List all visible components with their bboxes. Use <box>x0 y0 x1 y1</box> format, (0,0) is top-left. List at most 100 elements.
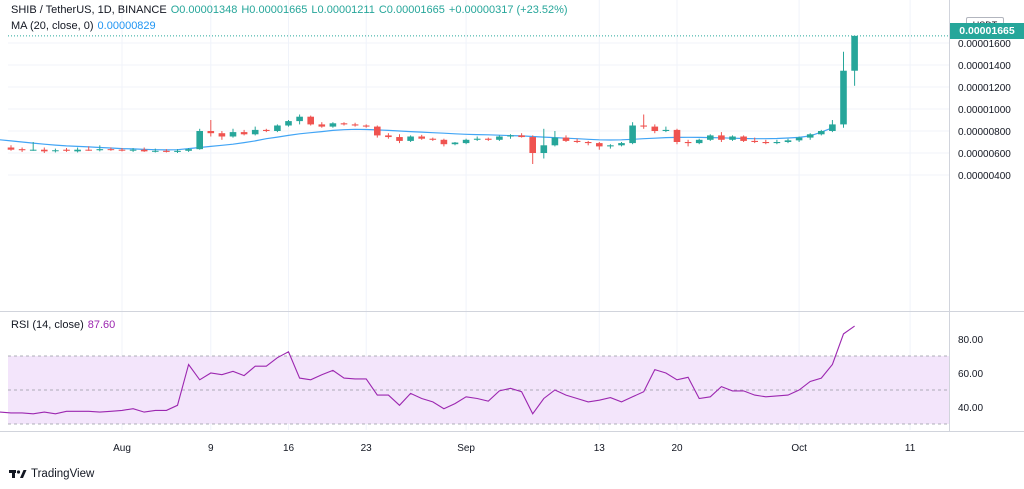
candle[interactable] <box>340 122 348 126</box>
candle[interactable] <box>718 132 725 142</box>
candle[interactable] <box>507 134 514 139</box>
candle[interactable] <box>85 146 92 151</box>
candle[interactable] <box>96 145 104 152</box>
candle-body <box>318 124 326 127</box>
candle[interactable] <box>629 122 636 145</box>
candle[interactable] <box>751 137 758 144</box>
candle[interactable] <box>429 137 437 141</box>
candle[interactable] <box>285 120 292 127</box>
candle[interactable] <box>218 131 226 140</box>
candle-body <box>662 129 670 131</box>
candle[interactable] <box>351 122 359 127</box>
candle[interactable] <box>163 149 170 153</box>
candle[interactable] <box>274 124 281 133</box>
candle[interactable] <box>451 142 459 146</box>
candle[interactable] <box>684 139 692 147</box>
candle[interactable] <box>362 124 370 128</box>
candle[interactable] <box>584 140 592 146</box>
candle[interactable] <box>607 144 614 149</box>
candle[interactable] <box>229 128 237 138</box>
candle-body <box>41 149 48 152</box>
candle[interactable] <box>129 148 137 152</box>
candle[interactable] <box>29 142 37 151</box>
candle[interactable] <box>140 147 148 152</box>
candle[interactable] <box>440 138 448 147</box>
candle[interactable] <box>740 135 747 142</box>
candle[interactable] <box>496 135 503 141</box>
candle[interactable] <box>74 147 81 153</box>
candle[interactable] <box>473 136 481 141</box>
candle[interactable] <box>573 138 581 144</box>
candle[interactable] <box>63 148 70 152</box>
candle[interactable] <box>795 136 803 143</box>
candle[interactable] <box>18 147 26 152</box>
candle[interactable] <box>762 139 770 145</box>
candle[interactable] <box>662 126 670 133</box>
rsi-legend[interactable]: RSI (14, close) 87.60 <box>11 319 115 331</box>
candle[interactable] <box>640 114 647 129</box>
candle-body <box>551 137 559 146</box>
candle-body <box>695 139 703 144</box>
candle[interactable] <box>840 51 847 128</box>
symbol-legend[interactable]: SHIB / TetherUS, 1D, BINANCE O0.00001348… <box>11 4 568 16</box>
candle[interactable] <box>651 124 659 134</box>
candle[interactable] <box>729 135 736 141</box>
candle[interactable] <box>618 142 625 147</box>
candle[interactable] <box>118 148 126 152</box>
candle-body <box>596 143 603 147</box>
rsi-path <box>0 325 855 415</box>
candlestick-series <box>7 35 858 164</box>
candle[interactable] <box>829 120 836 133</box>
candle[interactable] <box>263 128 270 133</box>
candle-body <box>562 137 570 141</box>
candle[interactable] <box>207 120 215 137</box>
ma-legend[interactable]: MA (20, close, 0) 0.00000829 <box>11 20 156 32</box>
candle[interactable] <box>240 129 248 136</box>
candle-body <box>829 124 836 131</box>
candle[interactable] <box>418 134 425 140</box>
tradingview-logo[interactable]: TradingView <box>9 468 94 480</box>
candle[interactable] <box>296 114 303 125</box>
candle[interactable] <box>818 129 825 136</box>
candle[interactable] <box>52 148 59 153</box>
candle[interactable] <box>329 122 337 128</box>
candle[interactable] <box>307 115 314 126</box>
candle[interactable] <box>41 147 48 154</box>
candle[interactable] <box>251 126 259 136</box>
candle[interactable] <box>7 145 15 151</box>
candle[interactable] <box>107 147 115 151</box>
candle[interactable] <box>529 135 536 164</box>
candle[interactable] <box>485 137 492 141</box>
candle[interactable] <box>562 135 570 142</box>
candle[interactable] <box>596 142 603 150</box>
candle-body <box>251 129 259 135</box>
candle[interactable] <box>174 149 181 153</box>
candle[interactable] <box>407 135 414 142</box>
candle[interactable] <box>806 133 814 140</box>
candle[interactable] <box>152 148 159 153</box>
candle[interactable] <box>551 131 559 147</box>
candle[interactable] <box>773 139 781 145</box>
candle[interactable] <box>374 125 381 138</box>
candle-body <box>118 149 126 151</box>
candle-body <box>806 134 814 138</box>
candle[interactable] <box>673 128 681 145</box>
candle[interactable] <box>695 138 703 145</box>
candle[interactable] <box>185 148 192 152</box>
candle[interactable] <box>707 134 714 141</box>
candle[interactable] <box>784 138 792 144</box>
candle-body <box>96 149 104 151</box>
candle[interactable] <box>196 128 203 150</box>
candle[interactable] <box>851 35 858 86</box>
candle[interactable] <box>318 122 326 128</box>
candle[interactable] <box>462 138 470 145</box>
candle-body <box>129 149 137 151</box>
candle[interactable] <box>540 128 548 159</box>
candle-body <box>329 123 337 127</box>
candle[interactable] <box>396 134 403 144</box>
candle-body <box>85 149 92 151</box>
candle[interactable] <box>518 133 525 138</box>
candle[interactable] <box>385 133 392 139</box>
candle-body <box>795 137 803 141</box>
